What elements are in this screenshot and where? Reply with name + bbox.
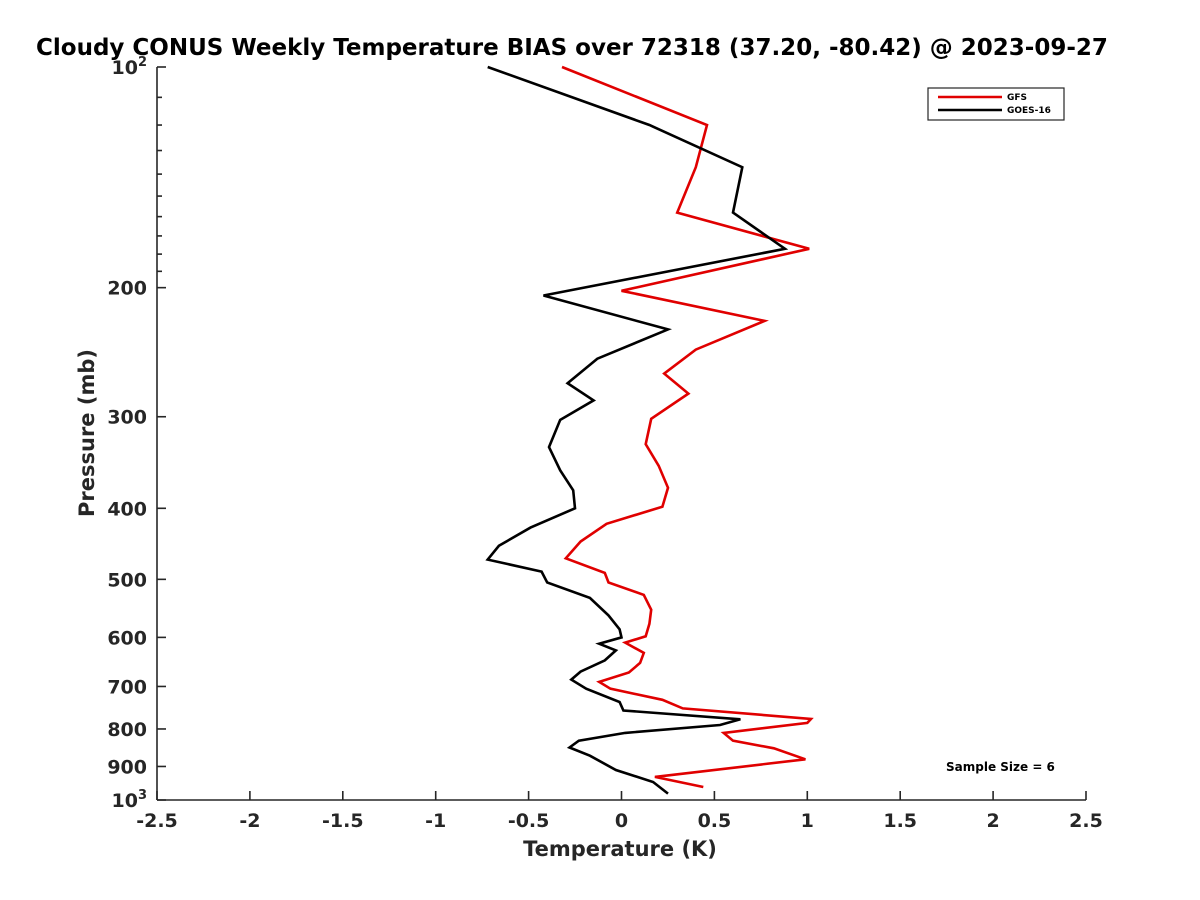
y-tick-label: 103 <box>112 788 148 812</box>
y-tick-label: 102 <box>112 55 148 79</box>
series-line-gfs <box>561 65 814 789</box>
y-tick-label: 900 <box>107 756 147 778</box>
x-tick-label: 2.5 <box>1069 810 1103 832</box>
x-axis-label: Temperature (K) <box>523 837 717 861</box>
y-tick-label: 500 <box>107 569 147 591</box>
x-tick-label: 0.5 <box>698 810 732 832</box>
x-tick-label: 2 <box>986 810 999 832</box>
chart-title: Cloudy CONUS Weekly Temperature BIAS ove… <box>36 35 1108 61</box>
legend-box <box>927 87 1065 121</box>
legend-label-gfs: GFS <box>1007 93 1027 103</box>
sample-size-annotation: Sample Size = 6 <box>946 760 1055 774</box>
series-line-goes16 <box>485 65 789 795</box>
x-tick-label: -2.5 <box>136 810 178 832</box>
y-tick-label: 700 <box>107 676 147 698</box>
x-tick-label: 0 <box>615 810 628 832</box>
y-tick-label: 400 <box>107 498 147 520</box>
series-layer <box>485 65 814 795</box>
legend: GFS GOES-16 <box>927 87 1065 121</box>
y-axis-label: Pressure (mb) <box>75 349 99 517</box>
axes-layer: -2.5 -2 -1.5 -1 -0.5 0 0.5 1 1.5 2 2.5 102 200 300 400… <box>107 55 1103 832</box>
x-tick-label: 1.5 <box>883 810 917 832</box>
y-tick-label: 800 <box>107 719 147 741</box>
x-tick-label: -0.5 <box>508 810 550 832</box>
y-tick-label: 300 <box>107 407 147 429</box>
x-tick-label: -1.5 <box>322 810 364 832</box>
x-tick-label: 1 <box>801 810 814 832</box>
x-tick-label: -2 <box>239 810 260 832</box>
y-tick-label: 200 <box>107 278 147 300</box>
y-tick-label: 600 <box>107 627 147 649</box>
legend-label-goes16: GOES-16 <box>1007 106 1051 116</box>
x-tick-label: -1 <box>425 810 446 832</box>
